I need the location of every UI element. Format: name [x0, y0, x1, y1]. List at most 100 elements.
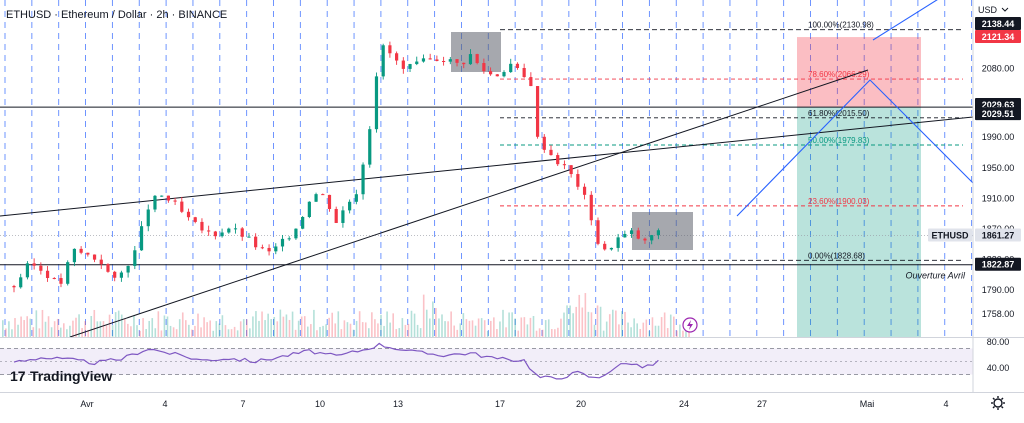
candle-body — [475, 54, 479, 64]
volume-bar — [645, 319, 648, 337]
volume-bar — [38, 328, 41, 337]
volume-bar — [316, 330, 318, 337]
volume-bar — [669, 314, 672, 337]
candle-body — [32, 263, 36, 266]
candle-body — [294, 228, 298, 239]
volume-bar — [264, 320, 266, 337]
currency-label[interactable]: USD — [978, 5, 998, 15]
projection-line — [736, 79, 973, 217]
volume-bar — [651, 317, 654, 337]
volume-bar — [575, 306, 577, 337]
volume-bar — [410, 310, 413, 337]
lightning-icon[interactable] — [682, 317, 698, 333]
volume-bar — [544, 320, 547, 337]
candle-body — [173, 200, 177, 202]
candle-body — [39, 265, 43, 271]
volume-bar — [673, 316, 675, 337]
candle-body — [401, 60, 405, 69]
candle-body — [576, 174, 580, 187]
candle-body — [455, 59, 459, 63]
candle-body — [106, 264, 110, 272]
volume-bar — [547, 319, 550, 337]
volume-bar — [145, 329, 147, 337]
time-tick-label: 10 — [315, 399, 325, 409]
candle-body — [381, 45, 385, 77]
volume-bar — [136, 325, 138, 337]
volume-bar — [493, 317, 495, 337]
fibonacci-retracement: 100.00%(2130.98) 78.60%(2066.29) 61.80%(20… — [500, 21, 963, 261]
volume-bar — [96, 321, 99, 337]
candle-body — [341, 210, 345, 223]
volume-bar — [486, 330, 489, 337]
volume-bar — [624, 311, 626, 337]
volume-bar — [572, 313, 574, 337]
volume-bar — [151, 318, 154, 337]
volume-bar — [383, 325, 385, 337]
time-tick-label: 20 — [576, 399, 586, 409]
volume-bar — [166, 316, 169, 337]
time-tick-label: 13 — [393, 399, 403, 409]
price-tick-label: 1790.00 — [982, 285, 1015, 295]
volume-bar — [233, 326, 236, 337]
volume-bar — [474, 325, 477, 337]
chevron-down-icon[interactable] — [1001, 7, 1009, 12]
candle-body — [623, 233, 627, 238]
candle-body — [415, 61, 419, 65]
projection-line — [872, 0, 938, 41]
time-tick-label: Mai — [860, 399, 875, 409]
volume-bar — [401, 318, 404, 337]
trend-lines — [0, 0, 973, 337]
volume-bar — [505, 327, 507, 337]
volume-bar — [615, 310, 617, 337]
price-tick-label: 2080.00 — [982, 64, 1015, 74]
volume-bar — [663, 312, 666, 337]
volume-bar — [78, 314, 80, 337]
volume-bar — [358, 311, 361, 337]
candle-body — [535, 86, 540, 137]
volume-bar — [682, 330, 684, 337]
time-tick-label: 24 — [679, 399, 689, 409]
horizontal-levels: Ouverture Avril — [0, 106, 973, 281]
candle-body — [636, 230, 640, 239]
volume-bar — [63, 323, 65, 337]
time-tick-label: 27 — [757, 399, 767, 409]
volume-bar — [523, 317, 526, 337]
volume-bar — [334, 323, 337, 337]
volume-bar — [221, 315, 224, 337]
volume-bar — [459, 323, 462, 337]
volume-bar — [273, 317, 276, 337]
vertical-grid — [4, 0, 973, 337]
price-tag-label: 1861.27 — [982, 230, 1015, 240]
candle-body — [126, 265, 130, 273]
annotation-label: Ouverture Avril — [905, 271, 966, 281]
volume-bar — [142, 318, 144, 337]
volume-bar — [596, 305, 599, 337]
volume-bar — [294, 329, 297, 337]
volume-bar — [407, 323, 410, 337]
volume-bar — [380, 314, 382, 337]
volume-bar — [541, 329, 544, 337]
candle-body — [301, 217, 305, 229]
candle-body — [421, 58, 426, 62]
time-tick-label: 17 — [495, 399, 505, 409]
rsi-tick-label: 80.00 — [987, 337, 1010, 347]
candle-body — [509, 63, 513, 73]
candle-body — [596, 220, 600, 244]
volume-bar — [169, 325, 172, 337]
candle-body — [213, 231, 217, 237]
volume-bar — [160, 330, 163, 337]
volume-bar — [163, 315, 166, 337]
candle-body — [86, 252, 90, 255]
volume-bar — [331, 312, 333, 337]
volume-bar — [386, 311, 388, 337]
candle-body — [629, 230, 634, 234]
volume-bar — [117, 310, 120, 337]
candle-body — [556, 155, 560, 165]
volume-bar — [599, 306, 602, 337]
volume-bar — [392, 313, 394, 337]
gear-icon[interactable] — [991, 396, 1005, 410]
volume-bar — [566, 305, 568, 337]
volume-bar — [532, 316, 535, 337]
candle-body — [656, 230, 660, 236]
